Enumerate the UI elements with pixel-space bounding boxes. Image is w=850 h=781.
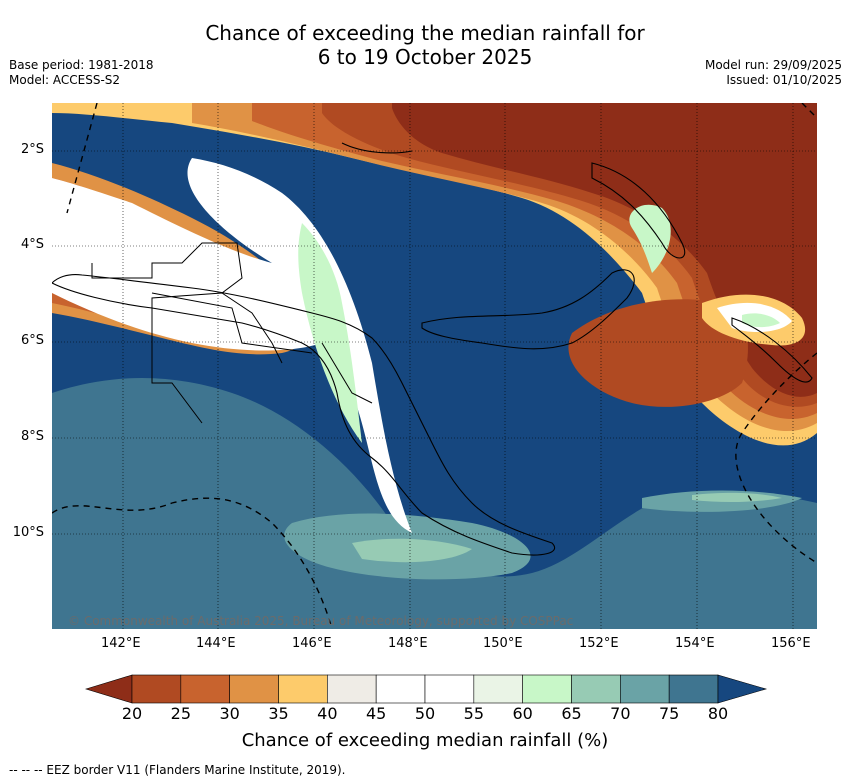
colorbar-graphic bbox=[84, 674, 768, 704]
manus-coastline bbox=[341, 142, 413, 154]
colorbar-title: Chance of exceeding median rainfall (%) bbox=[241, 730, 609, 751]
colorbar-tick-label: 60 bbox=[512, 704, 533, 723]
map-title-line1: Chance of exceeding the median rainfall … bbox=[205, 21, 645, 45]
longitude-tick-label: 148°E bbox=[388, 636, 428, 651]
colorbar-tick-label: 20 bbox=[121, 704, 143, 723]
latitude-tick-label: 2°S bbox=[20, 142, 44, 157]
longitude-tick-label: 144°E bbox=[196, 636, 236, 651]
latitude-tick-label: 10°S bbox=[12, 525, 44, 540]
colorbar-tick-label: 30 bbox=[219, 704, 240, 723]
longitude-tick-label: 142°E bbox=[101, 636, 141, 651]
new-britain-coastline bbox=[421, 269, 635, 350]
eez-border-east bbox=[735, 352, 817, 564]
colorbar-swatch bbox=[522, 674, 572, 704]
colorbar-swatch bbox=[424, 674, 475, 704]
longitude-tick-label: 156°E bbox=[771, 636, 811, 651]
colorbar-tick-label: 45 bbox=[365, 704, 387, 723]
colorbar-swatch bbox=[571, 674, 621, 704]
colorbar-swatch bbox=[620, 674, 670, 704]
rainfall-map bbox=[52, 103, 817, 629]
colorbar-tick-label: 35 bbox=[268, 704, 289, 723]
map-title-line2: 6 to 19 October 2025 bbox=[317, 45, 533, 69]
south-contour-65 bbox=[352, 538, 472, 563]
colorbar-swatch bbox=[131, 674, 182, 704]
colorbar-tick-label: 65 bbox=[561, 704, 582, 723]
longitude-tick-label: 154°E bbox=[675, 636, 715, 651]
colorbar-tick-label: 80 bbox=[707, 704, 729, 723]
colorbar-tick-label: 55 bbox=[463, 704, 485, 723]
new-guinea-coastline bbox=[52, 274, 555, 556]
eez-border-south bbox=[52, 497, 333, 629]
colorbar-swatch bbox=[278, 674, 328, 704]
colorbar-swatch bbox=[668, 674, 719, 704]
north-driest-region bbox=[392, 103, 817, 397]
east-contour-60 bbox=[742, 313, 780, 328]
colorbar-swatch bbox=[229, 674, 279, 704]
east-contour-20 bbox=[568, 299, 748, 407]
new-ireland-coastline bbox=[591, 162, 686, 259]
province-borders bbox=[91, 242, 373, 424]
colorbar-swatch bbox=[327, 674, 377, 704]
latitude-tick-label: 8°S bbox=[20, 429, 44, 444]
colorbar-tick-label: 75 bbox=[658, 704, 680, 723]
model-run: Model run: 29/09/2025 bbox=[704, 58, 842, 72]
longitude-tick-label: 150°E bbox=[483, 636, 523, 651]
map-canvas bbox=[52, 103, 817, 629]
eez-legend: -- -- -- EEZ border V11 (Flanders Marine… bbox=[9, 763, 346, 777]
latitude-tick-label: 6°S bbox=[20, 333, 44, 348]
copyright-notice: © Commonwealth of Australia 2025, Bureau… bbox=[68, 614, 574, 628]
colorbar-high-extension bbox=[717, 674, 768, 704]
colorbar-tick-label: 70 bbox=[610, 704, 631, 723]
eez-border-northwest bbox=[66, 103, 98, 214]
north-east-contour-60 bbox=[629, 204, 671, 273]
colorbar-tick-label: 50 bbox=[414, 704, 436, 723]
colorbar-tick-label: 25 bbox=[170, 704, 192, 723]
base-period: Base period: 1981-2018 bbox=[9, 58, 154, 72]
colorbar-swatch bbox=[180, 674, 230, 704]
east-contour-65 bbox=[692, 492, 782, 503]
colorbar-low-extension bbox=[84, 674, 133, 704]
model-name: Model: ACCESS-S2 bbox=[9, 73, 121, 87]
south-contour-75 bbox=[52, 378, 817, 629]
colorbar-swatch bbox=[473, 674, 523, 704]
graticule bbox=[52, 103, 817, 629]
eez-border-northeast bbox=[801, 103, 817, 119]
issued-date: Issued: 01/10/2025 bbox=[726, 73, 842, 87]
longitude-tick-label: 152°E bbox=[579, 636, 619, 651]
colorbar-swatch bbox=[375, 674, 426, 704]
longitude-tick-label: 146°E bbox=[292, 636, 332, 651]
bougainville-coastline bbox=[731, 317, 813, 383]
colorbar-tick-label: 40 bbox=[317, 704, 338, 723]
latitude-tick-label: 4°S bbox=[20, 237, 44, 252]
